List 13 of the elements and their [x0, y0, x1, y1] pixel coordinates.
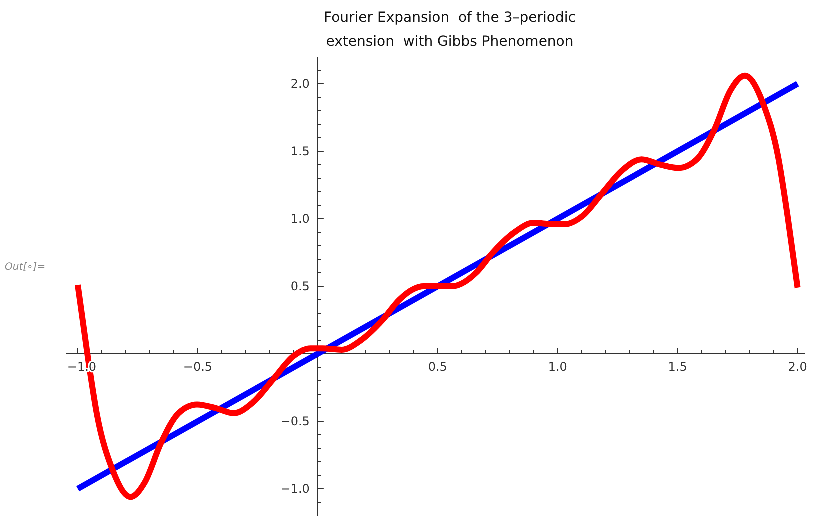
y-tick-label: 0.5 — [290, 280, 310, 294]
x-tick-label: 2.0 — [788, 360, 808, 374]
y-tick-label: 1.0 — [290, 212, 310, 226]
x-tick-label: −0.5 — [183, 360, 213, 374]
x-tick-label: 0.5 — [428, 360, 448, 374]
y-tick-label: 1.5 — [290, 144, 310, 158]
text: Out[∘]= — [5, 262, 46, 273]
y-tick-label: 2.0 — [290, 77, 310, 91]
y-tick-label: −1.0 — [280, 482, 310, 496]
chart-title: Fourier Expansion of the 3–periodic extension with Gibbs Phenomenon — [324, 10, 576, 50]
x-tick-label: 1.0 — [548, 360, 568, 374]
x-tick-label: 1.5 — [668, 360, 688, 374]
y-tick-label: −0.5 — [280, 414, 310, 428]
